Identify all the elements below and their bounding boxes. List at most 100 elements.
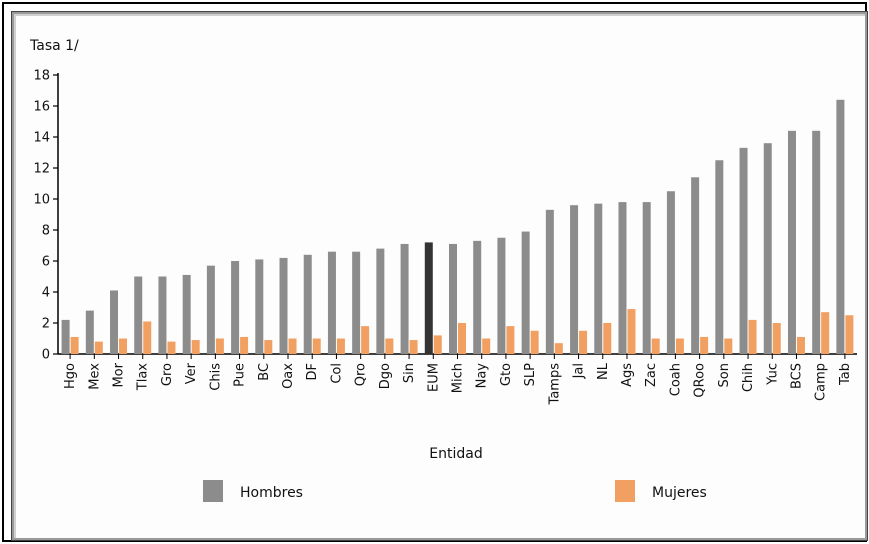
bar-mujeres xyxy=(143,321,152,354)
x-tick-label: BC xyxy=(257,363,272,381)
bar-mujeres xyxy=(796,336,805,354)
y-tick-label: 16 xyxy=(33,100,50,115)
bar-mujeres xyxy=(724,338,733,354)
y-tick-label: 8 xyxy=(42,224,50,239)
bar-mujeres xyxy=(603,323,612,354)
x-tick-label: Coah xyxy=(668,363,683,396)
x-tick-label: Hgo xyxy=(63,363,78,389)
y-tick-label: 0 xyxy=(42,348,50,363)
bar-mujeres xyxy=(772,323,781,354)
bars xyxy=(61,99,854,354)
bar-hombres xyxy=(642,202,651,354)
y-tick-label: 12 xyxy=(33,162,50,177)
x-axis-title: Entidad xyxy=(429,446,482,462)
bar-mujeres xyxy=(167,341,176,354)
x-tick-label: Zac xyxy=(644,363,659,387)
x-tick-label: Gro xyxy=(160,363,175,386)
inner-frame xyxy=(12,12,867,540)
bar-hombres xyxy=(206,265,215,354)
x-tick-label: Chih xyxy=(741,363,756,392)
x-tick-label: Pue xyxy=(233,363,248,387)
bar-mujeres xyxy=(627,309,636,354)
bar-mujeres xyxy=(482,338,491,354)
x-tick-label: Sin xyxy=(402,363,417,383)
bar-hombres xyxy=(739,147,748,354)
x-tick-label: Nay xyxy=(475,363,490,389)
axes: 0 2 4 6 8 10 12 14 16 18 xyxy=(33,69,857,363)
x-tick-label: EUM xyxy=(426,363,441,392)
x-tick-label: Ver xyxy=(184,362,199,384)
x-tick-label: Camp xyxy=(814,363,829,401)
bar-hombres xyxy=(352,251,361,354)
bar-hombres xyxy=(182,274,191,354)
x-tick-label: Col xyxy=(329,363,344,384)
y-tick-label: 18 xyxy=(33,69,50,84)
x-tick-label: Gto xyxy=(499,363,514,386)
bar-mujeres xyxy=(409,340,418,354)
legend-swatch-hombres xyxy=(203,480,223,502)
legend-label-mujeres: Mujeres xyxy=(652,485,707,501)
y-tick-label: 6 xyxy=(42,255,50,270)
bar-hombres xyxy=(424,242,433,354)
bar-mujeres xyxy=(191,340,200,354)
x-tick-label: SLP xyxy=(523,363,538,386)
bar-hombres xyxy=(231,261,240,354)
bar-mujeres xyxy=(361,326,370,354)
x-tick-label: Mor xyxy=(112,362,127,387)
bar-mujeres xyxy=(579,330,588,354)
bar-hombres xyxy=(303,254,312,354)
bar-hombres xyxy=(812,130,821,354)
bar-mujeres xyxy=(530,330,539,354)
bar-hombres xyxy=(134,276,143,354)
bar-mujeres xyxy=(700,336,709,354)
bar-hombres xyxy=(666,191,675,354)
bar-hombres xyxy=(763,143,772,354)
bar-hombres xyxy=(255,259,264,354)
y-tick-label: 10 xyxy=(33,193,50,208)
bar-mujeres xyxy=(264,340,273,354)
x-tick-label: Tamps xyxy=(547,363,562,406)
legend-swatch-mujeres xyxy=(615,480,635,502)
x-tick-label: DF xyxy=(305,363,320,381)
x-tick-label: Tab xyxy=(838,363,853,386)
bar-hombres xyxy=(545,209,554,354)
x-tick-label: QRoo xyxy=(693,363,708,398)
x-tick-label: Chis xyxy=(208,363,223,391)
bar-hombres xyxy=(400,243,409,354)
bar-mujeres xyxy=(554,343,563,354)
bar-hombres xyxy=(618,202,627,354)
bar-hombres xyxy=(836,99,845,354)
bar-hombres xyxy=(110,290,119,354)
bar-mujeres xyxy=(119,338,128,354)
bar-hombres xyxy=(497,237,506,354)
y-tick-label: 4 xyxy=(42,286,50,301)
x-tick-label: Tlax xyxy=(136,363,151,392)
x-tick-label: Ags xyxy=(620,363,635,387)
bar-hombres xyxy=(594,203,603,354)
legend-label-hombres: Hombres xyxy=(240,485,303,501)
y-tick-label: 2 xyxy=(42,317,50,332)
x-tick-labels: Hgo Mex Mor Tlax Gro Ver Chis Pue BC Oax DF Col Qro D… xyxy=(63,354,853,405)
bar-hombres xyxy=(279,257,288,354)
bar-mujeres xyxy=(506,326,515,354)
bar-hombres xyxy=(473,240,482,354)
bar-mujeres xyxy=(748,319,757,354)
bar-hombres xyxy=(61,319,70,354)
x-tick-label: Dgo xyxy=(378,363,393,389)
x-tick-label: Yuc xyxy=(765,363,780,386)
x-tick-label: NL xyxy=(596,362,611,380)
bar-mujeres xyxy=(240,336,249,354)
bar-hombres xyxy=(521,231,530,354)
bar-mujeres xyxy=(845,315,854,354)
x-tick-label: BCS xyxy=(789,363,804,389)
y-tick-label: 14 xyxy=(33,131,50,146)
bar-mujeres xyxy=(336,338,345,354)
bar-hombres xyxy=(715,160,724,354)
x-tick-label: Mich xyxy=(451,363,466,393)
bar-mujeres xyxy=(312,338,321,354)
bar-hombres xyxy=(85,310,94,354)
bar-hombres xyxy=(327,251,336,354)
bar-mujeres xyxy=(458,323,466,354)
bar-hombres xyxy=(376,248,385,354)
